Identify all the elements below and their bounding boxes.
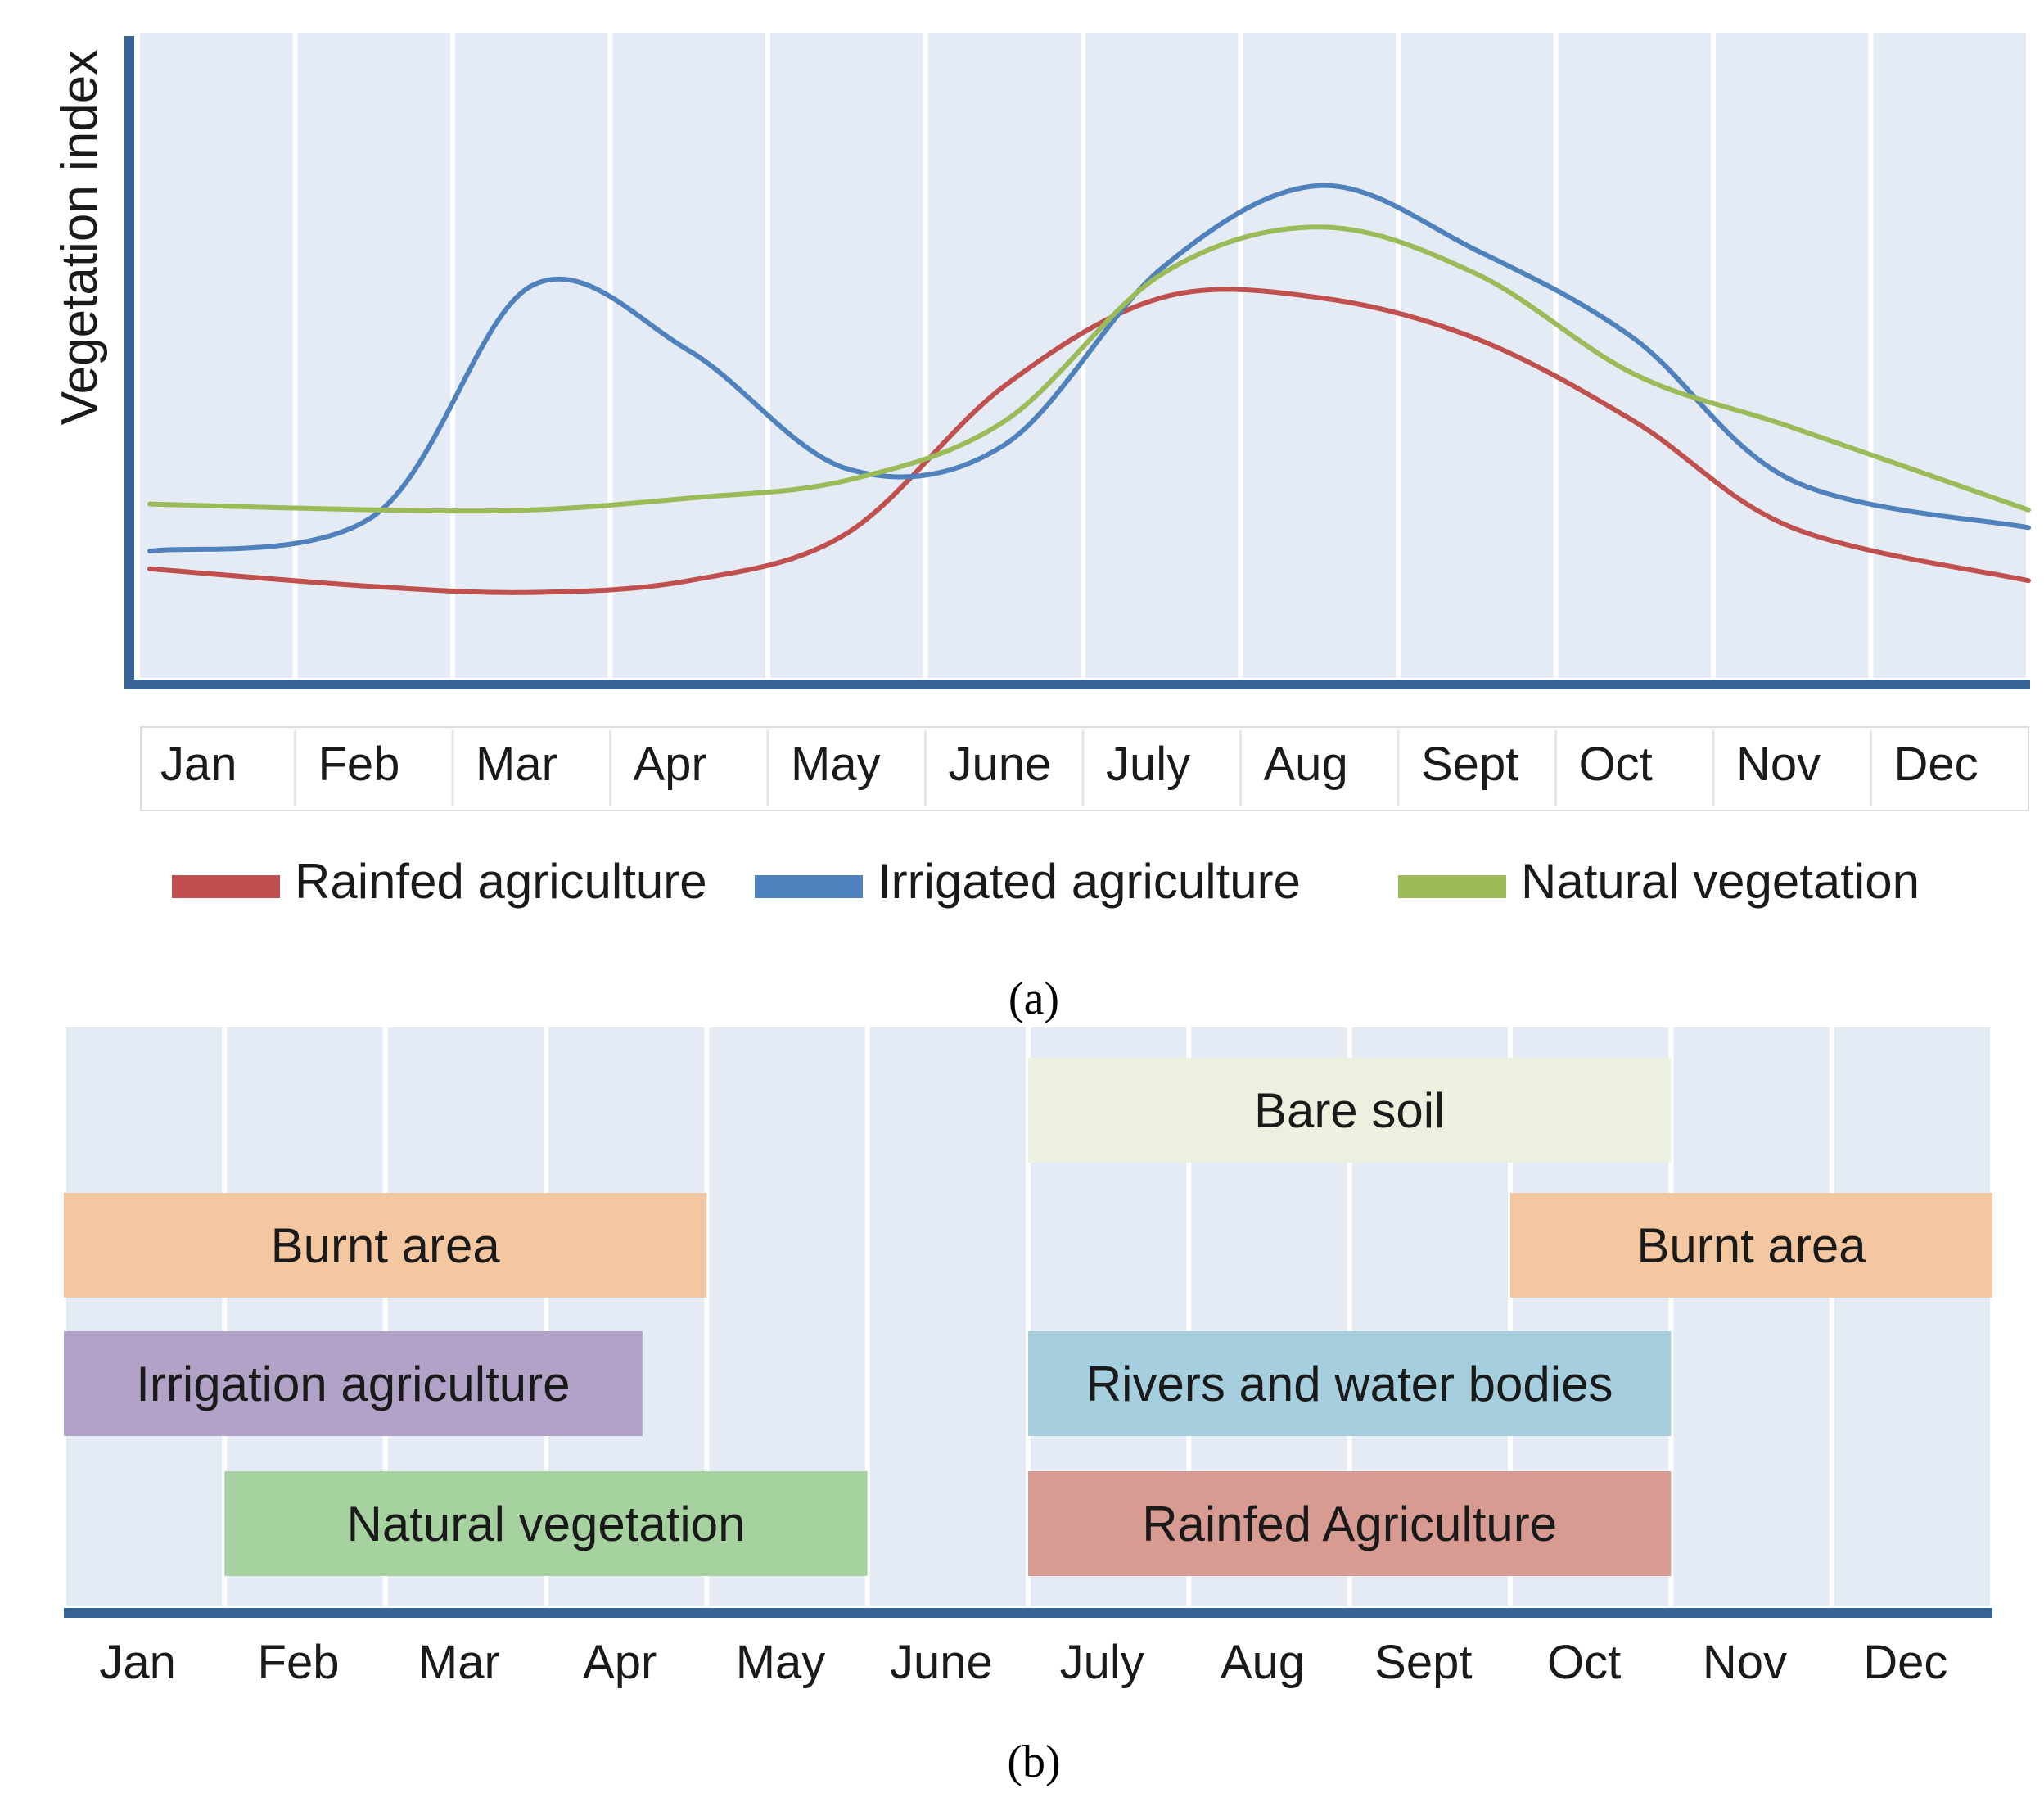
month-tick-label: Dec [1894,738,1979,791]
month-tick-label: Apr [583,1636,657,1689]
month-tick-label: June [949,738,1052,791]
chart-a-band-oct [1558,33,1711,678]
chart-a-band-may [770,33,923,678]
timeline-bar-burnt-area [64,1193,707,1298]
chart-a-legend: Rainfed agriculture Irrigated agriculture… [172,854,1920,909]
series-line-rainfed-agriculture [147,287,2031,595]
chart-a-band-june [927,33,1081,678]
chart-b-band-june [869,1027,1026,1606]
month-tick-label: July [1106,738,1190,791]
timeline-bar-rivers-and-water-bodies [1028,1331,1672,1436]
month-tick-label: Apr [634,738,707,791]
chart-a-axes [124,36,2030,689]
month-tick-label: July [1060,1636,1144,1689]
timeline-bar-label: Rivers and water bodies [1086,1357,1613,1411]
chart-a-band-mar [455,33,608,678]
timeline-bar-label: Burnt area [271,1218,501,1273]
caption-a: (a) [1008,973,1059,1024]
timeline-bar-label: Rainfed Agriculture [1142,1497,1557,1551]
chart-b-month-labels: Jan Feb Mar Apr May June July Aug Sept Oct Nov Dec [99,1636,1947,1689]
month-tick-label: Feb [318,738,400,791]
month-tick-label: Aug [1264,738,1348,791]
month-tick-label: June [890,1636,993,1689]
month-tick-label: May [791,738,881,791]
series-line-natural-vegetation [147,224,2031,514]
chart-b-band-jan [66,1027,223,1606]
month-tick-label: Dec [1863,1636,1947,1689]
legend-label: Rainfed agriculture [295,854,707,909]
legend-label: Natural vegetation [1521,854,1920,909]
timeline-bar-natural-vegetation [224,1471,868,1576]
month-tick-label: Oct [1547,1636,1621,1689]
legend-swatch [172,875,280,898]
chart-a-band-feb [297,33,450,678]
series-line-irrigated-agriculture [147,183,2031,554]
chart-a-band-aug [1243,33,1396,678]
y-axis-title: Vegetation index [52,50,108,426]
month-tick-label: Mar [476,738,557,791]
month-tick-label: Jan [99,1636,176,1689]
timeline-bar-irrigation-agriculture [64,1331,643,1436]
month-tick-label: Mar [418,1636,500,1689]
chart-a: Jan Feb Mar Apr May June July Aug Sept Oct Nov Dec … [52,33,2031,1024]
chart-a-band-july [1085,33,1239,678]
month-tick-label: Nov [1736,738,1821,791]
timeline-bar-label: Burnt area [1636,1218,1866,1273]
month-tick-label: May [736,1636,826,1689]
month-tick-label: Jan [160,738,237,791]
month-tick-label: Sept [1374,1636,1472,1689]
chart-a-band-dec [1873,33,2026,678]
legend-swatch [755,875,863,898]
chart-a-month-labels: Jan Feb Mar Apr May June July Aug Sept Oct Nov Dec [140,726,2029,811]
caption-b: (b) [1007,1736,1060,1787]
timeline-bar-bare-soil [1028,1058,1672,1163]
chart-b: Bare soil Burnt area Burnt area Irrigation … [64,1027,1992,1787]
chart-a-bands [140,33,2026,678]
chart-a-band-sept [1401,33,1554,678]
chart-a-band-nov [1716,33,1869,678]
timeline-bar-rainfed-agriculture [1028,1471,1672,1576]
chart-a-lines [147,183,2031,595]
month-tick-label: Sept [1421,738,1518,791]
month-tick-label: Feb [258,1636,340,1689]
timeline-bar-label: Irrigation agriculture [136,1357,570,1411]
chart-b-bars: Bare soil Burnt area Burnt area Irrigation … [64,1058,1992,1576]
month-tick-label: Oct [1579,738,1653,791]
timeline-bar-label: Bare soil [1254,1083,1445,1138]
month-tick-label: Aug [1221,1636,1305,1689]
timeline-bar-burnt-area [1510,1193,1992,1298]
month-tick-label: Nov [1703,1636,1787,1689]
legend-label: Irrigated agriculture [878,854,1301,909]
timeline-bar-label: Natural vegetation [347,1497,746,1551]
chart-b-band-nov [1673,1027,1830,1606]
legend-swatch [1398,875,1506,898]
chart-b-band-dec [1834,1027,1990,1606]
